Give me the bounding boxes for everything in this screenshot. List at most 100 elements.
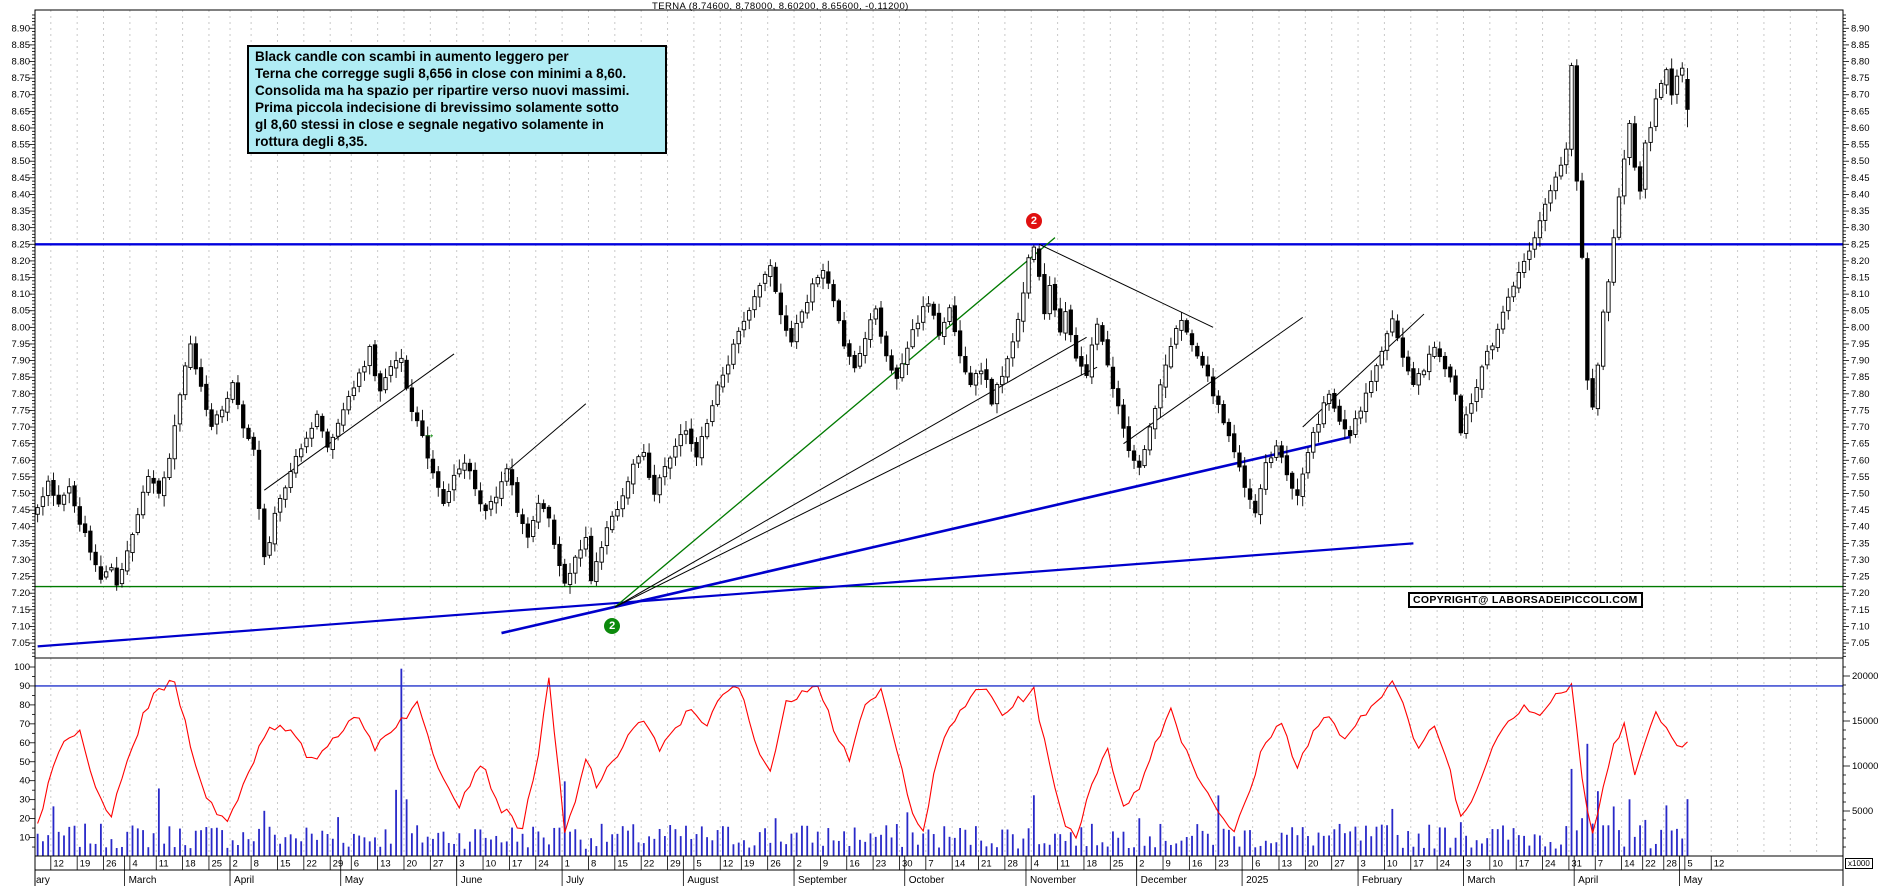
svg-text:8.90: 8.90 bbox=[12, 23, 31, 34]
svg-text:7.35: 7.35 bbox=[12, 538, 31, 549]
svg-text:27: 27 bbox=[1334, 859, 1345, 870]
svg-text:8.75: 8.75 bbox=[1851, 73, 1870, 84]
svg-text:May: May bbox=[1684, 875, 1703, 886]
svg-text:12: 12 bbox=[53, 859, 64, 870]
svg-text:8.10: 8.10 bbox=[1851, 289, 1870, 300]
svg-text:7.75: 7.75 bbox=[12, 405, 31, 416]
svg-text:8.35: 8.35 bbox=[1851, 206, 1870, 217]
price-axis: 7.05 7.05 7.10 7.10 7.15 7.15 7.20 7.20 7.25 7.25… bbox=[12, 14, 1870, 657]
svg-text:October: October bbox=[909, 875, 945, 886]
x-axis-strip: 12 19 26 4 11 18 25 2 8 15 22 29 6 13 20 27 3 10 17 24 1 8 15 2… bbox=[34, 856, 1844, 886]
svg-text:100: 100 bbox=[14, 662, 30, 673]
svg-text:June: June bbox=[461, 875, 483, 886]
svg-text:22: 22 bbox=[1645, 859, 1656, 870]
svg-text:8.85: 8.85 bbox=[1851, 40, 1870, 51]
svg-text:80: 80 bbox=[19, 700, 30, 711]
svg-text:9: 9 bbox=[1166, 859, 1171, 870]
svg-text:20000: 20000 bbox=[1852, 671, 1878, 682]
svg-text:28: 28 bbox=[1007, 859, 1018, 870]
svg-text:4: 4 bbox=[1034, 859, 1039, 870]
annotation-line: Consolida ma ha spazio per ripartire ver… bbox=[255, 82, 630, 98]
svg-text:8.75: 8.75 bbox=[12, 73, 31, 84]
svg-text:16: 16 bbox=[849, 859, 860, 870]
svg-text:7.80: 7.80 bbox=[12, 389, 31, 400]
svg-text:28: 28 bbox=[1666, 859, 1677, 870]
svg-text:7.90: 7.90 bbox=[12, 356, 31, 367]
svg-text:8.80: 8.80 bbox=[1851, 57, 1870, 68]
svg-text:7.20: 7.20 bbox=[12, 588, 31, 599]
svg-text:22: 22 bbox=[644, 859, 655, 870]
svg-text:8.55: 8.55 bbox=[1851, 140, 1870, 151]
svg-text:April: April bbox=[234, 875, 254, 886]
svg-text:30: 30 bbox=[19, 795, 30, 806]
svg-text:May: May bbox=[345, 875, 364, 886]
svg-text:7.20: 7.20 bbox=[1851, 588, 1870, 599]
annotation-box: Black candle con scambi in aumento legge… bbox=[247, 45, 667, 155]
chart-title: TERNA (8.74600, 8.78000, 8.60200, 8.6560… bbox=[652, 1, 909, 12]
svg-text:April: April bbox=[1578, 875, 1598, 886]
svg-text:27: 27 bbox=[433, 859, 444, 870]
svg-text:July: July bbox=[566, 875, 584, 886]
svg-text:29: 29 bbox=[333, 859, 344, 870]
svg-text:8.85: 8.85 bbox=[12, 40, 31, 51]
svg-text:7.60: 7.60 bbox=[1851, 455, 1870, 466]
svg-text:7.65: 7.65 bbox=[12, 439, 31, 450]
svg-text:11: 11 bbox=[159, 859, 169, 870]
svg-text:7.80: 7.80 bbox=[1851, 389, 1870, 400]
svg-text:5: 5 bbox=[1687, 859, 1692, 870]
svg-text:3: 3 bbox=[1466, 859, 1471, 870]
svg-text:2025: 2025 bbox=[1246, 875, 1269, 886]
annotation-line: gl 8,60 stessi in close e segnale negati… bbox=[255, 116, 604, 132]
svg-text:7.50: 7.50 bbox=[1851, 489, 1870, 500]
svg-text:29: 29 bbox=[670, 859, 681, 870]
svg-text:7.95: 7.95 bbox=[12, 339, 31, 350]
svg-text:7.15: 7.15 bbox=[12, 605, 31, 616]
green-arrow-annotation: → bbox=[422, 425, 436, 441]
svg-text:7.25: 7.25 bbox=[12, 572, 31, 583]
svg-text:23: 23 bbox=[876, 859, 887, 870]
svg-text:5000: 5000 bbox=[1852, 806, 1873, 817]
svg-text:2: 2 bbox=[1139, 859, 1144, 870]
svg-text:3: 3 bbox=[1361, 859, 1366, 870]
svg-text:25: 25 bbox=[211, 859, 222, 870]
svg-text:24: 24 bbox=[1545, 859, 1556, 870]
svg-text:23: 23 bbox=[1218, 859, 1229, 870]
svg-text:6: 6 bbox=[1255, 859, 1260, 870]
svg-text:7: 7 bbox=[928, 859, 933, 870]
svg-text:5: 5 bbox=[696, 859, 701, 870]
svg-text:7.25: 7.25 bbox=[1851, 572, 1870, 583]
svg-text:13: 13 bbox=[380, 859, 391, 870]
svg-text:20: 20 bbox=[19, 814, 30, 825]
svg-text:8.45: 8.45 bbox=[1851, 173, 1870, 184]
svg-text:11: 11 bbox=[1060, 859, 1070, 870]
elliott-wave-2-top-marker: 2 bbox=[1025, 213, 1042, 229]
svg-text:7.40: 7.40 bbox=[1851, 522, 1870, 533]
svg-text:8.65: 8.65 bbox=[1851, 106, 1870, 117]
svg-text:8.50: 8.50 bbox=[12, 156, 31, 167]
svg-text:7.35: 7.35 bbox=[1851, 538, 1870, 549]
svg-text:8.70: 8.70 bbox=[12, 90, 31, 101]
svg-text:8.25: 8.25 bbox=[12, 239, 31, 250]
svg-text:8: 8 bbox=[254, 859, 259, 870]
svg-text:8.20: 8.20 bbox=[12, 256, 31, 267]
svg-text:15000: 15000 bbox=[1852, 716, 1878, 727]
svg-text:8.00: 8.00 bbox=[1851, 322, 1870, 333]
svg-text:7.70: 7.70 bbox=[12, 422, 31, 433]
svg-text:August: August bbox=[687, 875, 718, 886]
svg-text:8.90: 8.90 bbox=[1851, 23, 1870, 34]
svg-text:7.90: 7.90 bbox=[1851, 356, 1870, 367]
svg-text:8.40: 8.40 bbox=[12, 189, 31, 200]
svg-text:March: March bbox=[129, 875, 157, 886]
svg-text:7.15: 7.15 bbox=[1851, 605, 1870, 616]
svg-text:8.30: 8.30 bbox=[12, 223, 31, 234]
svg-text:December: December bbox=[1141, 875, 1188, 886]
svg-text:10: 10 bbox=[1387, 859, 1398, 870]
svg-text:19: 19 bbox=[80, 859, 91, 870]
svg-text:90: 90 bbox=[19, 681, 30, 692]
svg-text:10: 10 bbox=[486, 859, 497, 870]
svg-text:8.30: 8.30 bbox=[1851, 223, 1870, 234]
svg-text:6: 6 bbox=[354, 859, 359, 870]
oscillator-line bbox=[37, 677, 1688, 840]
svg-text:2: 2 bbox=[233, 859, 238, 870]
